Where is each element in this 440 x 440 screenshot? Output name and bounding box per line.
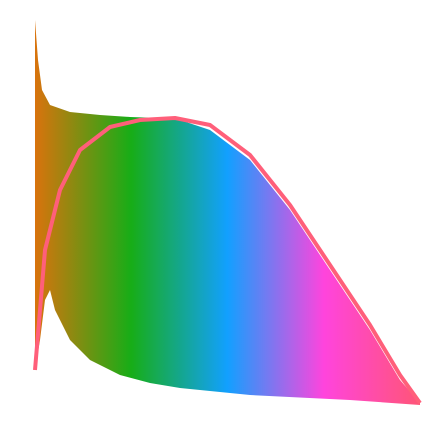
area <box>35 20 420 405</box>
area <box>35 290 420 405</box>
curve <box>33 116 422 405</box>
